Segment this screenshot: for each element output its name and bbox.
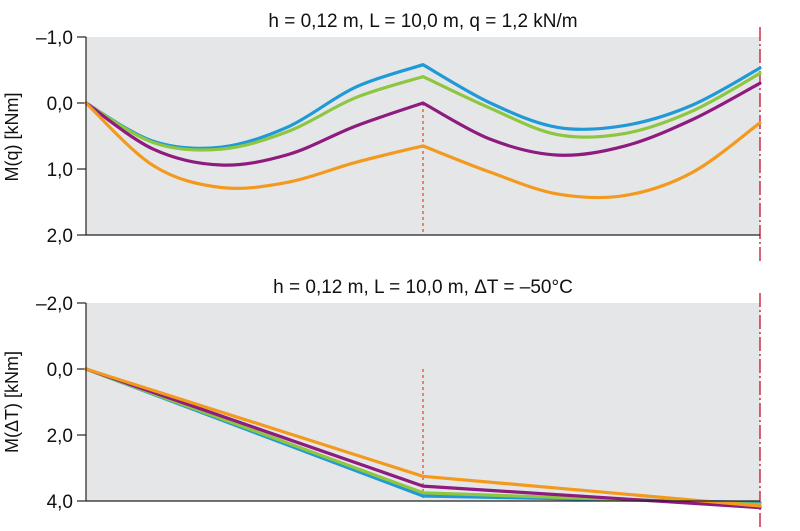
- moment-q-y-axis-label: M(q) [kNm]: [2, 93, 22, 182]
- moment-q-series: [84, 63, 762, 200]
- moment-q-series-orange: [84, 101, 762, 200]
- moment-dt-y-axis-label: M(ΔT) [kNm]: [2, 351, 22, 453]
- moment-q-markers: [422, 27, 761, 263]
- moment-dt-y-ticks: –2,0 0,0 2,0 4,0: [36, 294, 86, 513]
- moment-q-series-purple: [84, 81, 762, 167]
- moment-q-y-tick-label: –1,0: [36, 28, 73, 49]
- moment-dt-series-orange: [84, 367, 762, 508]
- moment-q-series-green: [84, 71, 762, 152]
- moment-q-y-ticks: –1,0 0,0 1,0 2,0: [36, 28, 86, 247]
- moment-q-title: h = 0,12 m, L = 10,0 m, q = 1,2 kN/m: [268, 11, 577, 32]
- moment-dt-title: h = 0,12 m, L = 10,0 m, ΔT = –50°C: [273, 277, 573, 298]
- moment-dt-y-tick-label: 2,0: [47, 426, 73, 447]
- moment-dt-y-tick-label: 0,0: [47, 360, 73, 381]
- moment-q-panel: h = 0,12 m, L = 10,0 m, q = 1,2 kN/m M(q…: [2, 11, 762, 263]
- moment-dt-y-tick-label: –2,0: [36, 294, 73, 315]
- moment-q-y-tick-label: 2,0: [47, 226, 73, 247]
- moment-q-series-blue: [84, 63, 762, 150]
- moment-dt-panel: h = 0,12 m, L = 10,0 m, ΔT = –50°C M(ΔT)…: [2, 277, 762, 529]
- moment-dt-y-tick-label: 4,0: [47, 492, 73, 513]
- moment-q-y-tick-label: 0,0: [47, 94, 73, 115]
- moment-dt-markers: [422, 293, 761, 529]
- moment-q-y-tick-label: 1,0: [47, 160, 73, 181]
